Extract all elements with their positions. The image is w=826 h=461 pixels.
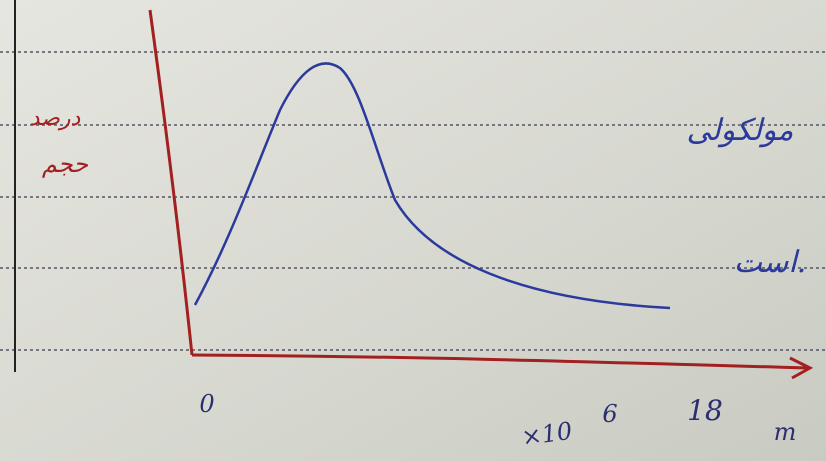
photo: درصد حجم مولکولی است. 0 ×10 6 18 m [0, 0, 826, 461]
x-end: 18 [687, 394, 723, 427]
x-exponent: 6 [602, 400, 617, 428]
x-unit: m [774, 418, 797, 446]
right-label-2: است. [734, 245, 806, 280]
x-origin: 0 [199, 390, 214, 418]
right-label-1: مولکولی [687, 113, 794, 148]
left-label-2: حجم [42, 150, 88, 178]
left-label-1: درصد [30, 106, 81, 131]
paper [0, 0, 826, 461]
